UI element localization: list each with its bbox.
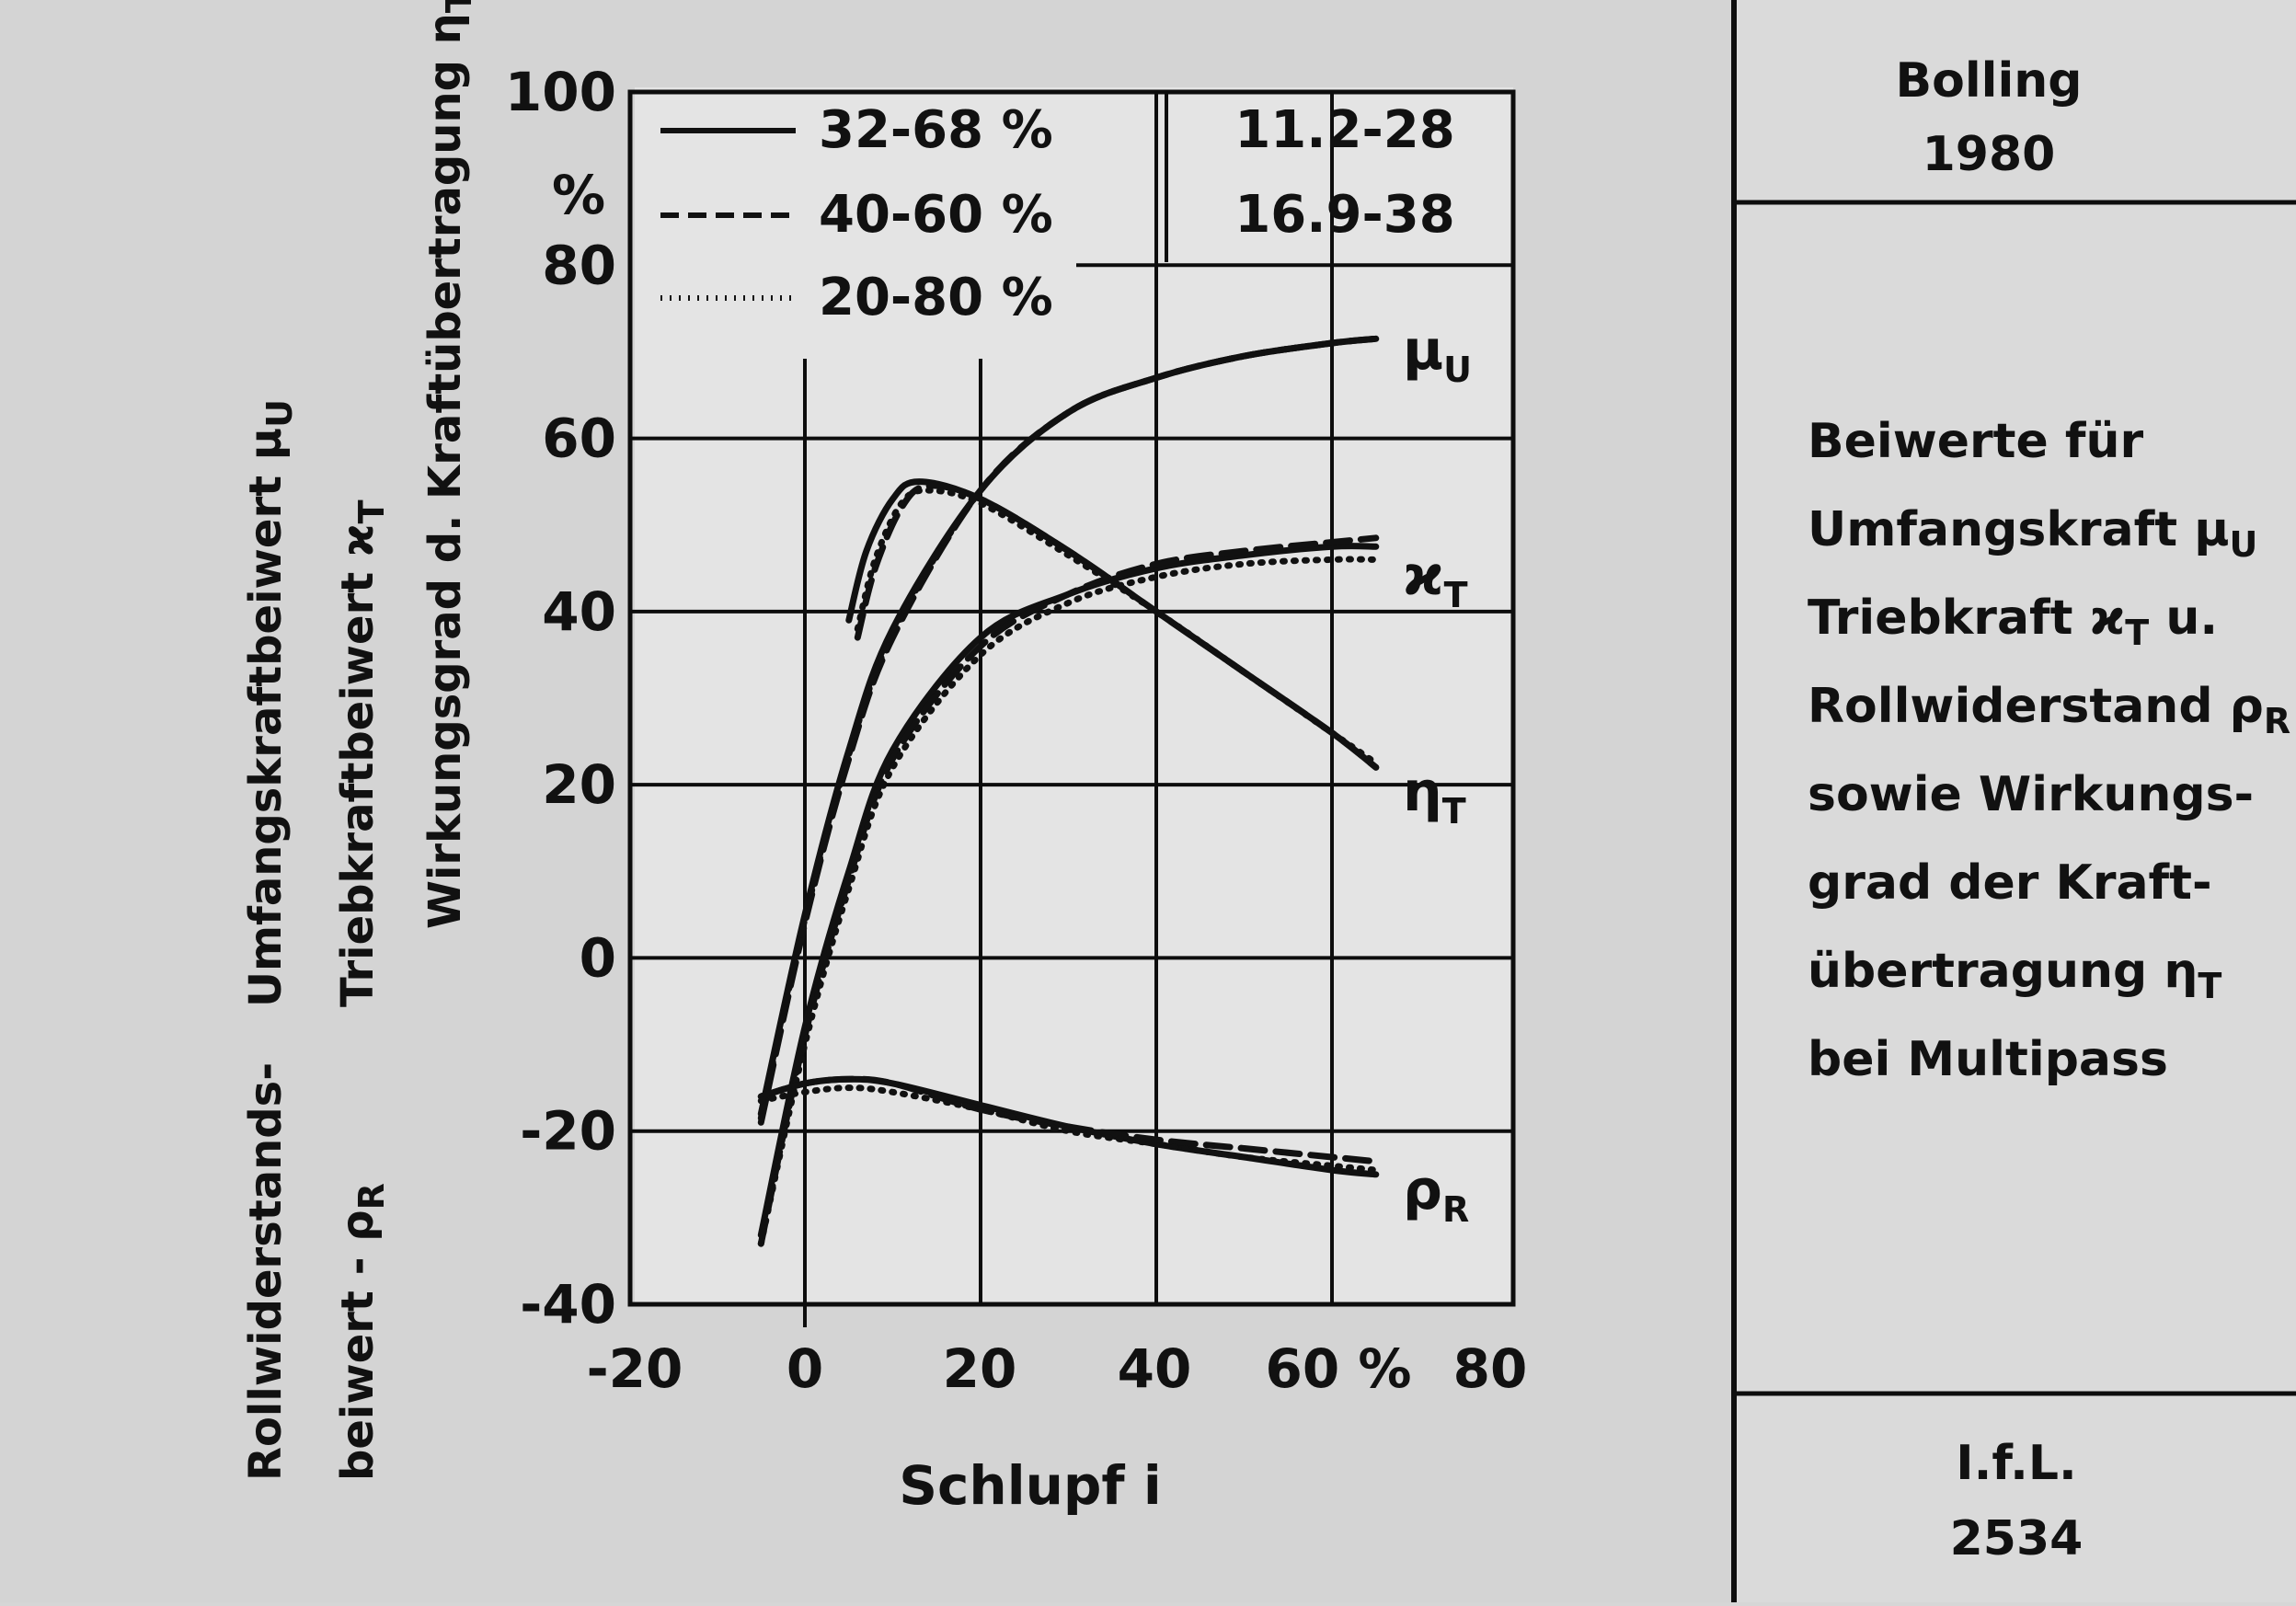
grid — [627, 89, 1516, 1327]
series-line-eta_T-dashed — [854, 482, 1380, 771]
x-axis-label: Schlupf i — [899, 1454, 1161, 1517]
curve-label: ηT — [1403, 760, 1466, 832]
side-description-line: Beiwerte für — [1808, 414, 2144, 469]
curve-labels: μU ϰT ηT ρR — [1403, 318, 1472, 1230]
side-description-line: Rollwiderstand ρR — [1808, 679, 2290, 741]
curve-label: μU — [1403, 318, 1472, 390]
y-tick-labels: 100 80 60 40 20 0 -20 -40 — [505, 61, 616, 1336]
side-panel-description: Beiwerte für Umfangskraft μU Triebkraft ϰT… — [1808, 414, 2290, 1087]
side-panel-footer: I.f.L. 2534 — [1950, 1436, 2084, 1566]
y-unit-label: % — [552, 164, 605, 226]
legend: 32-68 % 11.2-28 40-60 % 16.9-38 20-80 % — [660, 100, 1455, 327]
y-tick-label: 0 — [580, 926, 616, 989]
y-axis-label: Rollwiderstands- — [240, 1062, 292, 1481]
data-curves — [757, 335, 1380, 1247]
x-tick-label: 0 — [786, 1337, 823, 1400]
side-description-line: grad der Kraft- — [1808, 855, 2212, 911]
side-panel-frame — [1731, 0, 2296, 1602]
side-header-line: 1980 — [1923, 127, 2056, 182]
x-tick-label: 20 — [943, 1337, 1017, 1400]
plot-frame — [627, 89, 1516, 1307]
y-axis-labels: Umfangskraftbeiwert μU Triebkraftbeiwert … — [240, 0, 479, 1481]
side-panel-background — [1734, 0, 2296, 1602]
series-line-rho_R-dotted — [757, 1084, 1380, 1174]
y-tick-label: 100 — [505, 61, 616, 123]
x-tick-labels: -20 0 20 40 60 % 80 — [587, 1337, 1528, 1400]
side-description-line: bei Multipass — [1808, 1032, 2168, 1087]
side-panel-header: Bolling 1980 — [1895, 53, 2082, 182]
series-line-mu_U-dotted — [757, 335, 1380, 1122]
side-description-line: sowie Wirkungs- — [1808, 767, 2254, 822]
series-line-eta_T-dotted — [854, 487, 1380, 767]
legend-label: 20-80 % — [819, 268, 1053, 327]
curve-label: ϰT — [1403, 544, 1468, 615]
legend-value: 11.2-28 — [1234, 100, 1454, 160]
x-tick-label: -20 — [587, 1337, 683, 1400]
legend-value: 16.9-38 — [1234, 185, 1454, 245]
x-tick-label: 40 — [1118, 1337, 1192, 1400]
side-footer-line: 2534 — [1950, 1511, 2084, 1566]
y-axis-label: Umfangskraftbeiwert μU — [240, 399, 300, 1007]
side-description-line: Triebkraft ϰT u. — [1808, 591, 2218, 653]
plot-background — [635, 87, 1513, 1306]
series-line-kappa_T-dotted — [757, 556, 1380, 1247]
y-axis-label: Wirkungsgrad d. Kraftübertragung ηT — [419, 0, 479, 929]
legend-label: 32-68 % — [819, 100, 1053, 160]
y-tick-label: 80 — [542, 234, 616, 296]
side-header-line: Bolling — [1895, 53, 2082, 109]
side-description-line: übertragung ηT — [1808, 944, 2221, 1006]
legend-label: 40-60 % — [819, 185, 1053, 245]
curve-label: ρR — [1403, 1158, 1469, 1230]
series-line-rho_R-dashed — [757, 1075, 1380, 1165]
x-tick-label: 80 — [1453, 1337, 1528, 1400]
y-tick-label: -20 — [520, 1100, 616, 1163]
y-axis-label: beiwert - ρR — [332, 1183, 392, 1481]
side-description-line: Umfangskraft μU — [1808, 502, 2257, 565]
x-tick-label: 60 % — [1265, 1337, 1411, 1400]
y-tick-label: 40 — [542, 580, 616, 643]
y-tick-label: 20 — [542, 753, 616, 816]
y-axis-label: Triebkraftbeiwert ϰT — [332, 499, 392, 1007]
series-line-kappa_T-solid — [757, 543, 1380, 1239]
y-tick-label: 60 — [542, 407, 616, 470]
side-footer-line: I.f.L. — [1956, 1436, 2077, 1491]
y-tick-label: -40 — [520, 1273, 616, 1336]
